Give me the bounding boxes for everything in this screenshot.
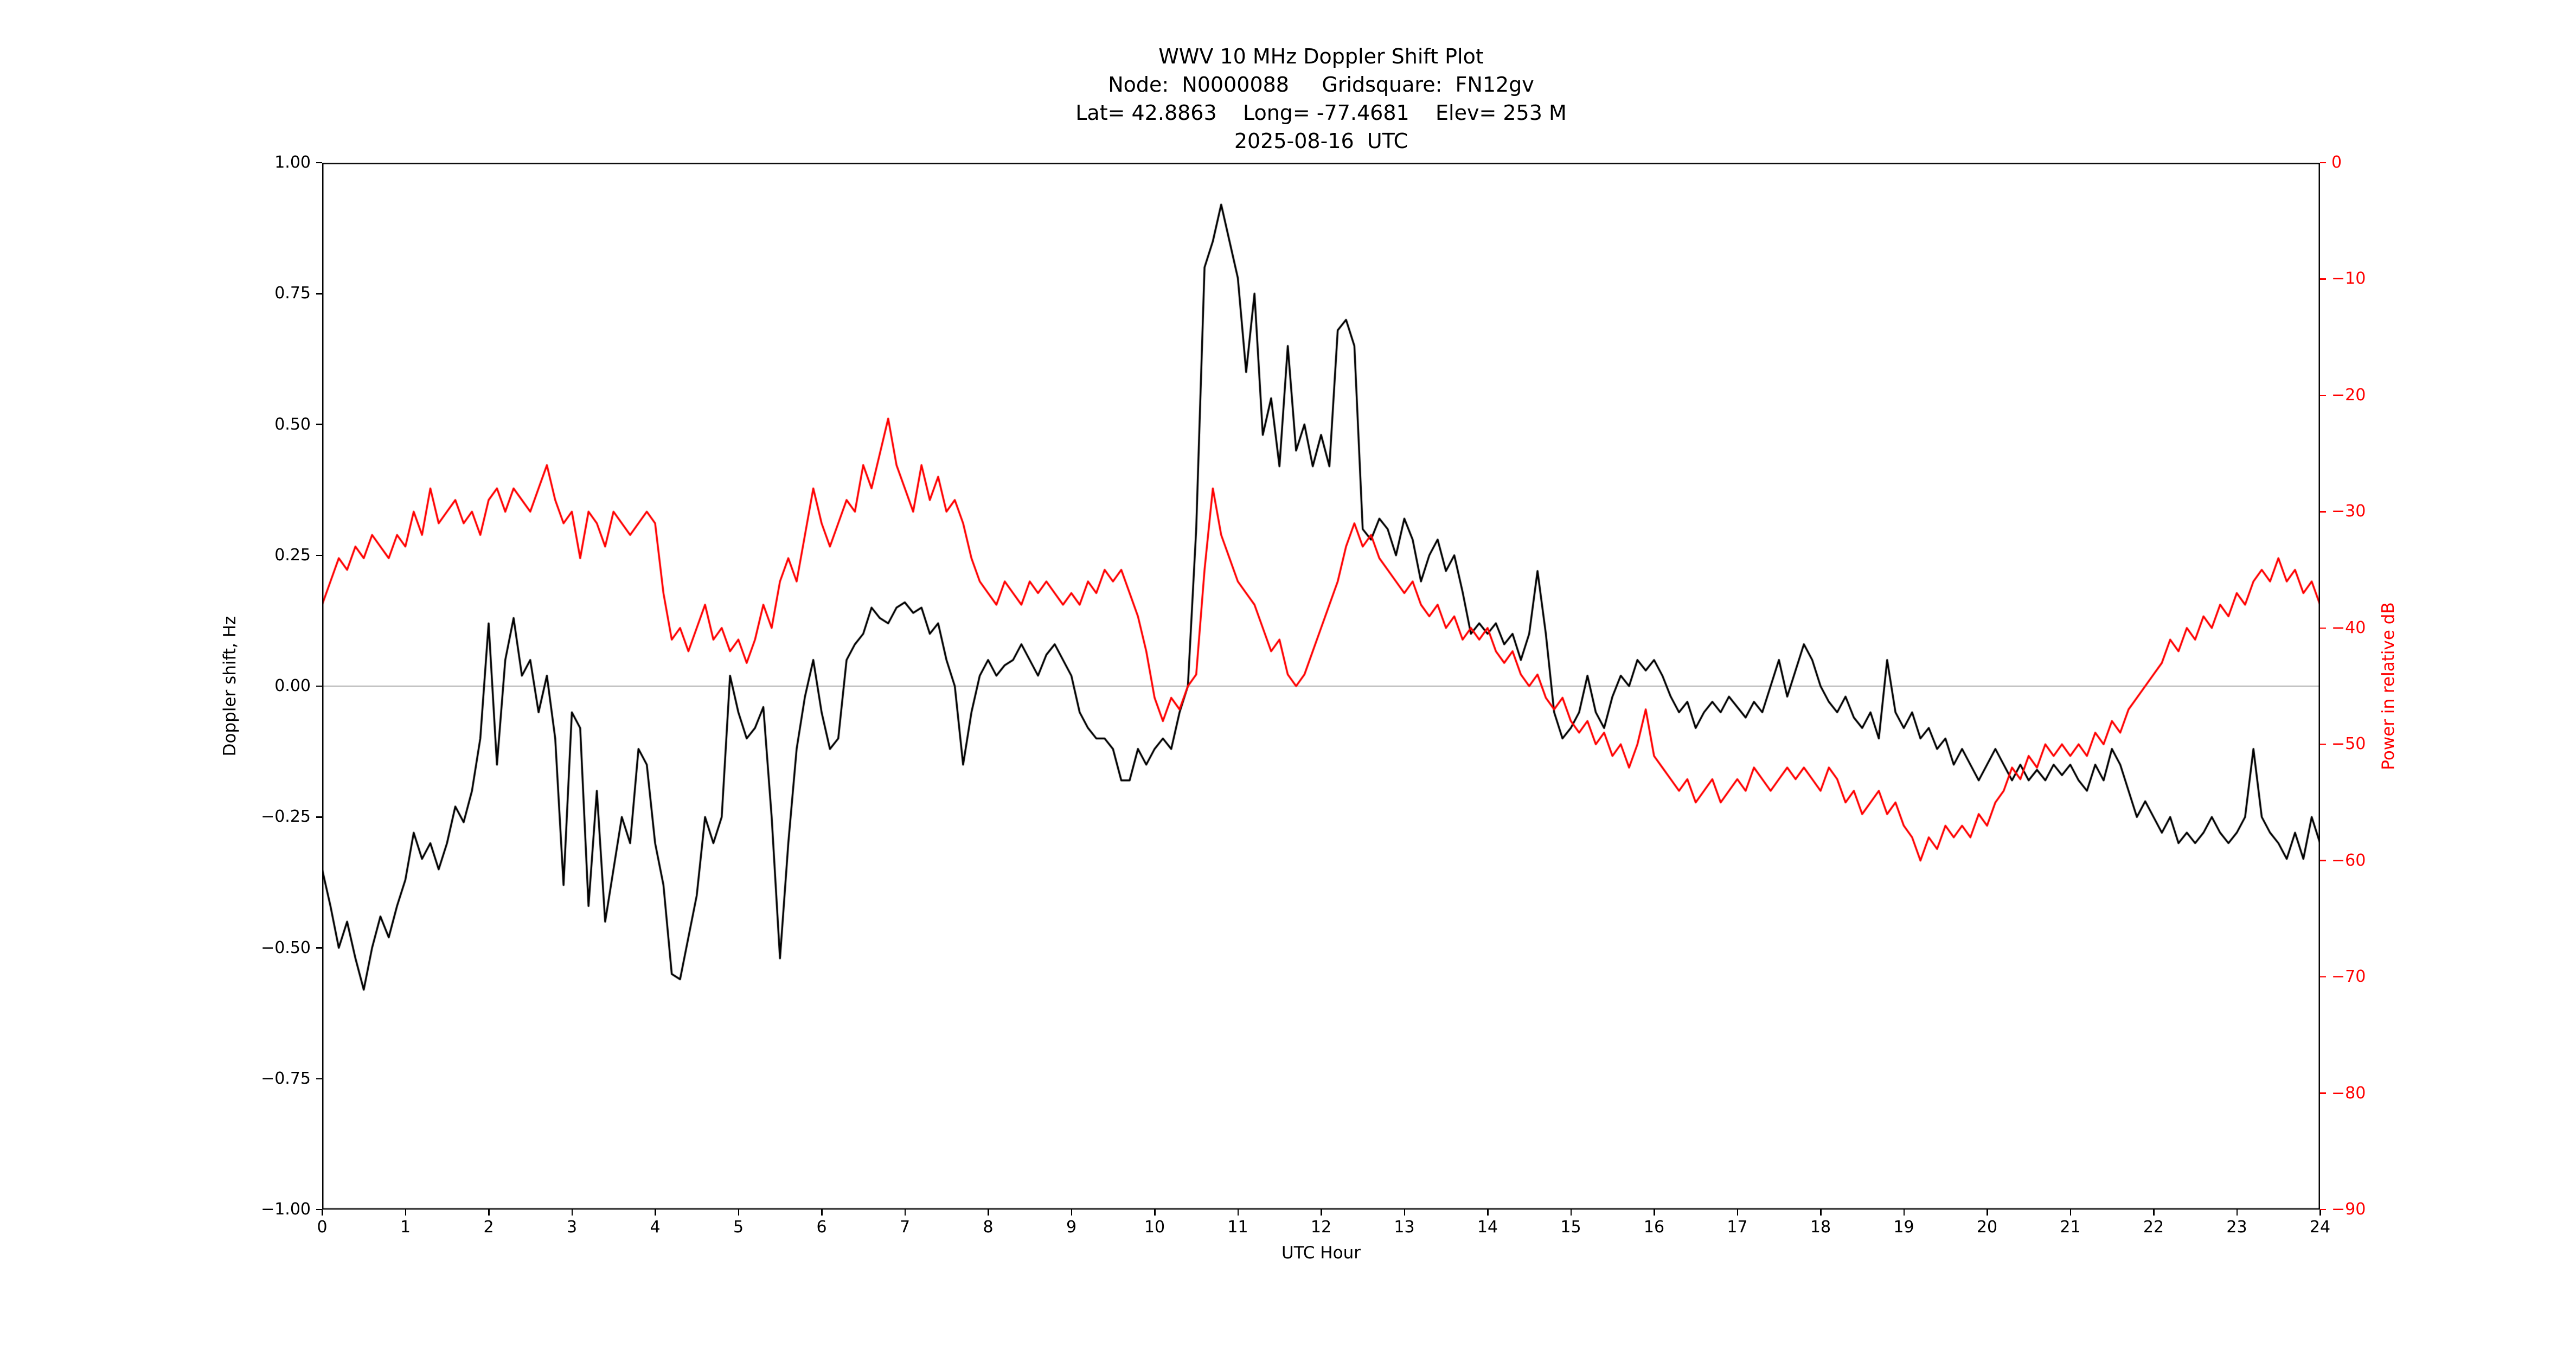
x-axis-label: UTC Hour xyxy=(1281,1243,1361,1263)
y-left-tick-mark xyxy=(316,554,322,556)
y-right-tick-mark xyxy=(2320,162,2326,164)
x-tick-label: 1 xyxy=(400,1218,411,1237)
y-left-tick-mark xyxy=(316,947,322,949)
y-right-tick-mark xyxy=(2320,860,2326,861)
y-right-tick-label: −20 xyxy=(2331,385,2366,405)
y-left-tick-label: −0.25 xyxy=(261,807,311,827)
y-left-tick-label: 0.50 xyxy=(274,414,311,434)
plot-area xyxy=(322,163,2320,1210)
y-right-tick-mark xyxy=(2320,511,2326,513)
y-right-tick-label: 0 xyxy=(2331,153,2342,172)
x-tick-label: 0 xyxy=(317,1218,328,1237)
x-tick-label: 20 xyxy=(1976,1218,1998,1237)
x-tick-mark xyxy=(322,1210,323,1216)
x-tick-label: 3 xyxy=(566,1218,578,1237)
x-tick-mark xyxy=(1570,1210,1572,1216)
chart-subtitle-node-gridsquare: Node: N0000088 Gridsquare: FN12gv xyxy=(1108,73,1534,97)
y-right-tick-label: −90 xyxy=(2331,1200,2366,1219)
x-tick-label: 2 xyxy=(483,1218,494,1237)
x-tick-label: 18 xyxy=(1810,1218,1831,1237)
y-left-tick-mark xyxy=(316,424,322,425)
y-right-tick-mark xyxy=(2320,278,2326,280)
y-left-tick-mark xyxy=(316,1078,322,1079)
x-tick-mark xyxy=(2319,1210,2321,1216)
x-tick-mark xyxy=(1654,1210,1655,1216)
y-right-tick-mark xyxy=(2320,627,2326,629)
x-tick-mark xyxy=(405,1210,406,1216)
x-tick-mark xyxy=(1321,1210,1322,1216)
chart-subtitle-date: 2025-08-16 UTC xyxy=(1234,129,1408,153)
chart-subtitle-location: Lat= 42.8863 Long= -77.4681 Elev= 253 M xyxy=(1075,101,1567,125)
y-left-tick-mark xyxy=(316,162,322,164)
x-tick-label: 15 xyxy=(1560,1218,1581,1237)
x-tick-mark xyxy=(2069,1210,2071,1216)
x-tick-mark xyxy=(821,1210,823,1216)
x-tick-mark xyxy=(655,1210,656,1216)
x-tick-label: 19 xyxy=(1893,1218,1914,1237)
x-tick-label: 21 xyxy=(2060,1218,2081,1237)
y-right-tick-label: −60 xyxy=(2331,850,2366,870)
y-left-tick-mark xyxy=(316,685,322,687)
x-tick-mark xyxy=(571,1210,573,1216)
x-tick-label: 23 xyxy=(2226,1218,2247,1237)
y-left-tick-mark xyxy=(316,816,322,818)
x-tick-mark xyxy=(1736,1210,1738,1216)
y-right-tick-label: −40 xyxy=(2331,618,2366,637)
x-tick-label: 9 xyxy=(1066,1218,1077,1237)
y-left-tick-label: 0.25 xyxy=(274,545,311,565)
y-left-tick-label: 0.75 xyxy=(274,284,311,303)
x-tick-label: 13 xyxy=(1394,1218,1415,1237)
x-tick-label: 17 xyxy=(1727,1218,1748,1237)
x-tick-mark xyxy=(1404,1210,1405,1216)
y-left-tick-mark xyxy=(316,1208,322,1211)
x-tick-label: 5 xyxy=(733,1218,744,1237)
y-right-tick-label: −70 xyxy=(2331,967,2366,987)
y-right-tick-mark xyxy=(2320,743,2326,745)
x-tick-label: 16 xyxy=(1643,1218,1665,1237)
x-tick-mark xyxy=(2153,1210,2155,1216)
y-right-tick-mark xyxy=(2320,1208,2326,1211)
y-right-tick-label: −50 xyxy=(2331,734,2366,754)
x-tick-mark xyxy=(988,1210,989,1216)
x-tick-label: 14 xyxy=(1477,1218,1498,1237)
x-tick-label: 22 xyxy=(2143,1218,2164,1237)
chart-canvas xyxy=(322,163,2320,1210)
x-tick-label: 8 xyxy=(983,1218,994,1237)
y-left-tick-label: −1.00 xyxy=(261,1200,311,1219)
x-tick-mark xyxy=(1071,1210,1072,1216)
y-left-tick-label: 0.00 xyxy=(274,676,311,695)
x-tick-label: 12 xyxy=(1310,1218,1332,1237)
x-tick-mark xyxy=(738,1210,739,1216)
y-left-tick-label: −0.75 xyxy=(261,1069,311,1088)
x-tick-label: 7 xyxy=(899,1218,911,1237)
x-tick-mark xyxy=(904,1210,906,1216)
x-tick-label: 6 xyxy=(816,1218,827,1237)
x-tick-mark xyxy=(1237,1210,1239,1216)
x-tick-mark xyxy=(2236,1210,2238,1216)
x-tick-mark xyxy=(1987,1210,1988,1216)
x-tick-mark xyxy=(1154,1210,1156,1216)
x-tick-mark xyxy=(1487,1210,1489,1216)
x-tick-label: 11 xyxy=(1227,1218,1248,1237)
y-left-tick-label: 1.00 xyxy=(274,153,311,172)
x-tick-mark xyxy=(488,1210,490,1216)
x-tick-label: 4 xyxy=(650,1218,661,1237)
y-right-tick-label: −30 xyxy=(2331,502,2366,521)
x-tick-label: 24 xyxy=(2309,1218,2331,1237)
chart-title: WWV 10 MHz Doppler Shift Plot xyxy=(1158,44,1484,68)
y-left-tick-label: −0.50 xyxy=(261,938,311,957)
x-tick-label: 10 xyxy=(1144,1218,1165,1237)
y-right-tick-label: −80 xyxy=(2331,1083,2366,1103)
y-right-tick-label: −10 xyxy=(2331,269,2366,289)
x-tick-mark xyxy=(1820,1210,1822,1216)
y-right-tick-mark xyxy=(2320,976,2326,978)
y-left-tick-mark xyxy=(316,293,322,295)
chart-title-block: WWV 10 MHz Doppler Shift Plot Node: N000… xyxy=(322,42,2320,155)
y-right-tick-mark xyxy=(2320,394,2326,396)
x-tick-mark xyxy=(1903,1210,1905,1216)
y-right-tick-mark xyxy=(2320,1092,2326,1094)
